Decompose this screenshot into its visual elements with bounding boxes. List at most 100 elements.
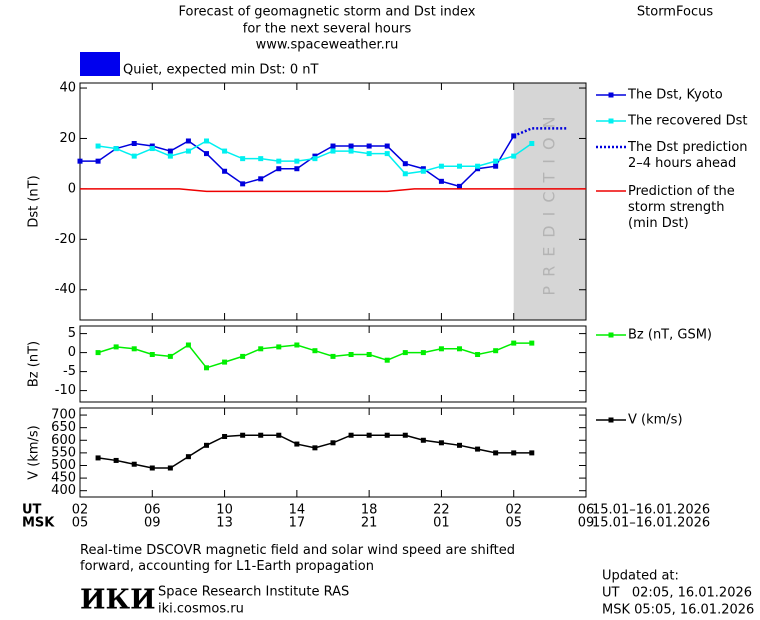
series-marker: [420, 166, 426, 172]
updated-msk: MSK 05:05, 16.01.2026: [602, 603, 754, 618]
ut-label: UT: [22, 503, 42, 518]
title-line: www.spaceweather.ru: [256, 38, 399, 53]
y-tick-label: -5: [63, 364, 76, 379]
series-marker: [131, 461, 137, 467]
series-marker: [204, 365, 209, 371]
plot-frame: [79, 325, 587, 403]
legend-marker: [608, 332, 614, 338]
y-tick-label: 40: [59, 81, 76, 96]
series-marker: [457, 183, 462, 189]
ut-tick-label: 06: [578, 503, 595, 518]
legend-label: The recovered Dst: [627, 114, 747, 129]
series-marker: [95, 143, 101, 149]
series-marker: [185, 454, 191, 460]
series-marker: [312, 445, 318, 451]
series-marker: [366, 432, 372, 438]
brand: StormFocus: [637, 5, 713, 20]
series-marker: [258, 156, 264, 162]
series-marker: [77, 158, 83, 164]
prediction-region: [513, 83, 586, 320]
series-marker: [240, 432, 246, 438]
series-marker: [185, 138, 191, 144]
legend-label: Prediction of the storm strength (min Dst): [628, 184, 735, 231]
msk-tick-label: 05: [505, 516, 522, 531]
y-tick-label: -20: [55, 232, 76, 247]
series-marker: [438, 163, 444, 169]
legend-marker: [608, 92, 614, 98]
series-marker: [493, 450, 499, 456]
series-marker: [402, 161, 408, 167]
series-marker: [276, 344, 282, 350]
series-marker: [348, 432, 354, 438]
series-marker: [511, 340, 517, 346]
series-marker: [276, 432, 282, 438]
updated-ut: UT 02:05, 16.01.2026: [602, 586, 752, 601]
series-line: [97, 434, 532, 469]
series-marker: [294, 441, 300, 447]
y-tick-label: -10: [55, 383, 76, 398]
series-marker: [366, 143, 372, 149]
title-line: Forecast of geomagnetic storm and Dst in…: [178, 5, 475, 20]
logo: ИКИ: [80, 585, 156, 616]
series-marker: [493, 348, 499, 354]
series-marker: [95, 350, 101, 356]
series-marker: [529, 340, 535, 346]
series-marker: [95, 455, 101, 461]
msk-tick-label: 05: [72, 516, 89, 531]
prediction-label: PREDICTION: [539, 107, 558, 295]
series-marker: [420, 168, 426, 174]
y-tick-label: 20: [59, 131, 76, 146]
y-tick-label: 400: [51, 483, 76, 498]
series-marker: [185, 148, 191, 154]
legend-label: V (km/s): [628, 413, 683, 428]
series-marker: [113, 457, 119, 463]
msk-tick-label: 01: [433, 516, 450, 531]
legend-label: The Dst prediction 2–4 hours ahead: [627, 140, 748, 171]
series-marker: [167, 353, 173, 359]
series-marker: [384, 432, 390, 438]
y-tick-label: 450: [51, 471, 76, 486]
ut-tick-label: 14: [289, 503, 306, 518]
y-tick-label: 650: [51, 420, 76, 435]
y-tick-label: 550: [51, 445, 76, 460]
footer-note: Real-time DSCOVR magnetic field and sola…: [80, 543, 515, 574]
series-marker: [240, 353, 246, 359]
y-axis-label: Bz (nT): [27, 341, 42, 387]
series-marker: [240, 156, 246, 162]
ut-tick-label: 10: [216, 503, 233, 518]
series-marker: [330, 353, 336, 359]
series-line: [97, 342, 532, 369]
msk-tick-label: 09: [144, 516, 161, 531]
series-marker: [529, 141, 535, 147]
series-marker: [457, 442, 462, 448]
series-marker: [420, 350, 426, 356]
series-marker: [402, 350, 408, 356]
series-marker: [493, 163, 499, 169]
series-marker: [475, 163, 481, 169]
y-tick-label: 0: [68, 345, 76, 360]
series-marker: [204, 151, 209, 157]
series-marker: [475, 446, 481, 452]
msk-tick-label: 13: [216, 516, 233, 531]
series-marker: [402, 432, 408, 438]
series-marker: [457, 346, 462, 352]
series-marker: [438, 346, 444, 352]
status-swatch: [80, 52, 120, 76]
series-marker: [240, 181, 246, 187]
y-tick-label: 700: [51, 408, 76, 423]
y-tick-label: 600: [51, 433, 76, 448]
ut-tick-label: 22: [433, 503, 450, 518]
series-marker: [457, 163, 462, 169]
series-marker: [330, 148, 336, 154]
msk-tick-label: 09: [578, 516, 595, 531]
series-marker: [384, 357, 390, 363]
series-marker: [348, 148, 354, 154]
series-marker: [113, 146, 119, 152]
series-marker: [348, 143, 354, 149]
series-marker: [475, 166, 481, 172]
series-marker: [95, 158, 101, 164]
legend-marker: [608, 417, 614, 423]
series-marker: [312, 348, 318, 354]
series-marker: [204, 442, 209, 448]
series-marker: [149, 143, 155, 149]
